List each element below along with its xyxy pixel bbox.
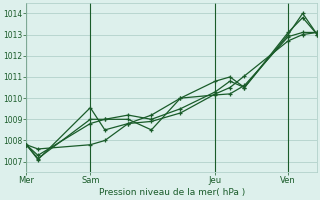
X-axis label: Pression niveau de la mer( hPa ): Pression niveau de la mer( hPa )	[99, 188, 245, 197]
